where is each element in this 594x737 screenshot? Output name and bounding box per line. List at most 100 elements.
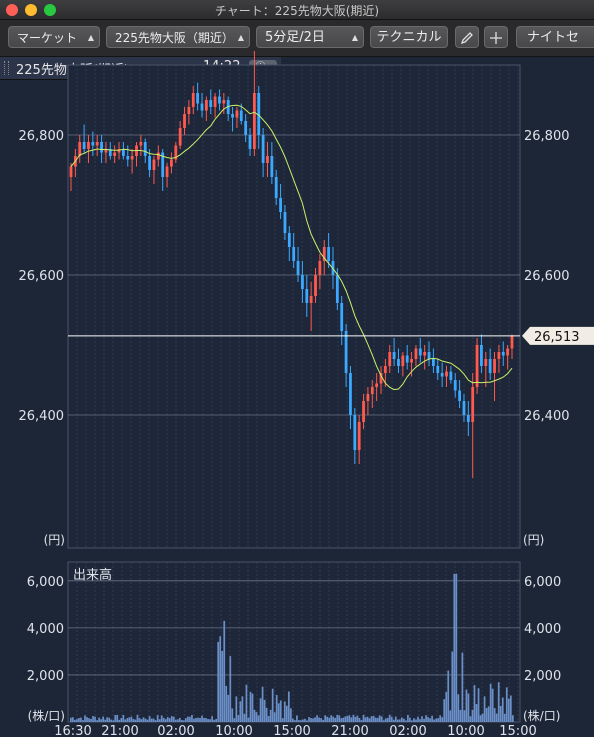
candle-body [427, 352, 431, 359]
volume-bar [390, 716, 393, 722]
candle-body [305, 289, 309, 303]
volume-bar [138, 717, 141, 722]
candle-body [200, 103, 204, 111]
candle-body [91, 142, 95, 146]
volume-bar [489, 683, 492, 722]
volume-y-tick-right: 6,000 [524, 575, 561, 590]
volume-bar [348, 715, 351, 722]
technical-button-label: テクニカル [376, 30, 442, 45]
price-unit-left: (円) [44, 533, 65, 547]
candle-body [423, 352, 427, 356]
volume-bar [241, 696, 244, 722]
volume-bar [195, 718, 197, 722]
volume-bar [104, 719, 107, 722]
volume-bar [108, 717, 111, 722]
volume-bar [471, 709, 474, 722]
volume-bar [511, 715, 514, 722]
volume-bar [322, 719, 324, 722]
volume-bar [172, 716, 175, 722]
candle-body [283, 212, 287, 233]
volume-bar [439, 715, 442, 722]
candle-body [497, 352, 501, 359]
candle-body [165, 166, 169, 177]
volume-bar [481, 713, 484, 722]
volume-bar [465, 689, 468, 722]
volume-bar [388, 714, 391, 722]
volume-bar [130, 716, 133, 722]
candle-body [152, 159, 156, 170]
night-session-button[interactable]: ナイトセ [516, 26, 594, 48]
candle-body [379, 373, 383, 384]
volume-bar [318, 717, 320, 722]
candle-body [493, 359, 496, 373]
volume-bar [249, 691, 252, 722]
volume-bar [501, 697, 504, 722]
candle-body [370, 387, 374, 394]
volume-unit-left: (株/口) [28, 708, 65, 723]
zoom-window-button[interactable] [44, 4, 56, 16]
volume-bar [118, 719, 121, 722]
candle-body [130, 156, 134, 160]
volume-bar [106, 717, 109, 722]
volume-bar [166, 717, 169, 722]
volume-bar [382, 720, 385, 722]
candle-body [388, 352, 392, 366]
volume-bar [191, 714, 193, 722]
candle-body [344, 331, 348, 373]
volume-bar [261, 686, 264, 722]
candle-body [401, 355, 405, 366]
volume-bar [160, 715, 163, 722]
volume-bar [306, 720, 308, 722]
drag-grip-icon[interactable] [4, 61, 9, 75]
volume-bar [300, 720, 302, 722]
close-window-button[interactable] [6, 4, 18, 16]
price-y-tick-right: 26,800 [524, 129, 570, 144]
volume-bar [259, 698, 262, 722]
volume-bar [158, 719, 161, 722]
market-select-label: マーケット [17, 31, 78, 45]
volume-bar [205, 718, 207, 722]
volume-bar [324, 715, 327, 722]
market-select[interactable]: マーケット ▲ [8, 26, 100, 48]
window-title: チャート：225先物大阪(期近) [214, 4, 380, 18]
volume-bar [310, 718, 312, 722]
volume-bar [134, 719, 137, 722]
candle-body [266, 156, 269, 163]
volume-bar [497, 682, 500, 722]
volume-bar [176, 719, 179, 722]
volume-bar [336, 714, 339, 722]
candle-body [231, 114, 234, 118]
candle-body [69, 166, 73, 177]
symbol-select[interactable]: 225先物大阪（期近） ▲ [106, 26, 250, 48]
candle-body [357, 422, 361, 450]
volume-bar [415, 719, 417, 722]
volume-bar [98, 717, 100, 722]
volume-bar [146, 719, 149, 722]
volume-bar [170, 716, 173, 722]
volume-bar [269, 709, 272, 722]
volume-bar [201, 715, 203, 722]
volume-bar [455, 573, 458, 722]
volume-bar [183, 720, 185, 722]
volume-bar [453, 573, 456, 722]
volume-bar [457, 694, 460, 722]
candle-body [183, 114, 186, 128]
volume-bar [257, 715, 260, 722]
volume-bar [144, 718, 147, 722]
volume-bar [251, 693, 254, 722]
minimize-window-button[interactable] [25, 4, 37, 16]
volume-bar [495, 713, 498, 722]
plus-icon [490, 32, 502, 44]
period-select[interactable]: 5分足/2日 ▲ [256, 26, 364, 48]
volume-bar [281, 718, 284, 722]
volume-panel-frame [67, 561, 521, 723]
volume-bar [199, 718, 201, 722]
volume-bar [150, 718, 153, 722]
candle-body [418, 348, 422, 356]
volume-bar [92, 715, 94, 722]
technical-button[interactable]: テクニカル [370, 26, 448, 48]
add-button[interactable] [484, 26, 508, 48]
draw-tool-button[interactable] [455, 26, 479, 48]
volume-bar [451, 651, 454, 722]
